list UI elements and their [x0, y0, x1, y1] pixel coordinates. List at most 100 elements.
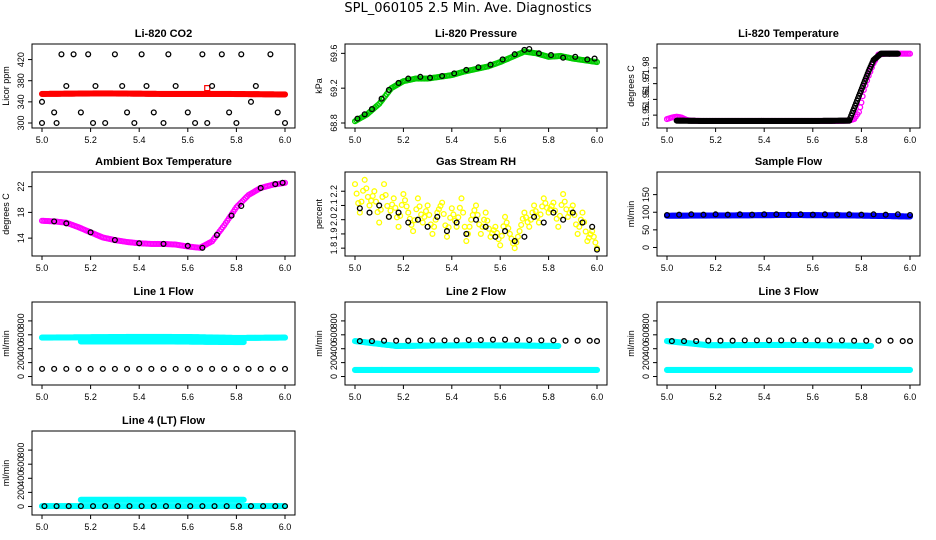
- y-tick-label: 800: [641, 313, 651, 328]
- data-point: [223, 503, 230, 510]
- data-point: [87, 365, 94, 372]
- series-line-2-flow: [351, 366, 601, 373]
- data-point: [826, 337, 833, 344]
- data-point: [453, 219, 460, 226]
- x-tick-label: 5.0: [349, 263, 362, 273]
- y-tick-label: 400: [16, 341, 26, 356]
- x-tick-label: 5.8: [230, 522, 243, 532]
- y-tick-label: 0: [16, 504, 26, 509]
- data-point: [868, 342, 875, 349]
- data-point: [247, 503, 255, 510]
- y-tick-label: 1.8: [329, 242, 339, 255]
- y-tick-label: 51.98: [641, 57, 651, 80]
- data-point: [102, 119, 109, 127]
- data-point: [150, 503, 157, 510]
- data-point: [405, 337, 412, 344]
- data-point: [160, 365, 167, 372]
- data-point: [148, 365, 155, 372]
- data-point: [538, 337, 545, 344]
- data-point: [238, 202, 245, 210]
- series-diagnostic: [41, 503, 289, 510]
- series-line-3-flow: [663, 366, 914, 373]
- data-point: [281, 179, 289, 186]
- series-diagnostic: [356, 336, 601, 345]
- data-point: [511, 51, 518, 58]
- data-point: [247, 98, 255, 105]
- data-point: [518, 221, 525, 228]
- x-tick-label: 5.6: [182, 135, 195, 145]
- data-point: [414, 195, 421, 202]
- data-point: [368, 106, 375, 113]
- x-tick-label: 5.6: [807, 135, 820, 145]
- data-point: [535, 219, 542, 226]
- y-tick-label: 51.95: [641, 104, 651, 127]
- chart-title: Line 4 (LT) Flow: [122, 415, 205, 427]
- x-tick-label: 5.2: [84, 392, 97, 402]
- data-point: [511, 245, 518, 252]
- data-point: [354, 115, 361, 122]
- data-point: [426, 74, 434, 81]
- x-tick-label: 5.6: [182, 522, 195, 532]
- chart-title: Ambient Box Temperature: [95, 156, 232, 168]
- data-point: [51, 365, 58, 372]
- data-point: [506, 230, 513, 237]
- data-point: [102, 503, 109, 510]
- x-tick-label: 5.2: [84, 263, 97, 273]
- data-point: [729, 337, 736, 344]
- x-tick-label: 5.6: [807, 392, 820, 402]
- data-point: [119, 82, 126, 90]
- data-point: [431, 223, 438, 230]
- data-point: [572, 53, 579, 60]
- x-tick-label: 5.0: [36, 522, 49, 532]
- data-point: [569, 209, 576, 216]
- data-point: [199, 51, 206, 58]
- data-point: [593, 338, 601, 345]
- data-point: [785, 211, 792, 218]
- x-tick-label: 5.0: [36, 392, 49, 402]
- chart-panel-line4: Line 4 (LT) Flow 5.0 5.2 5.4 5.6 5.8 6.0 0 20040…: [1, 415, 296, 532]
- y-axis-label: degrees C: [1, 193, 11, 235]
- data-point: [192, 119, 199, 127]
- x-tick-label: 5.4: [133, 392, 146, 402]
- data-point: [366, 202, 373, 209]
- data-point: [51, 218, 58, 225]
- data-point: [281, 334, 289, 341]
- data-point: [434, 213, 441, 220]
- series-ambient-box-temperature: [38, 179, 289, 251]
- data-point: [38, 365, 46, 372]
- plot-frame: [656, 301, 921, 386]
- x-tick-label: 5.4: [133, 522, 146, 532]
- data-point: [355, 200, 362, 207]
- data-point: [579, 209, 586, 216]
- data-point: [589, 223, 596, 230]
- data-point: [38, 98, 46, 105]
- data-point: [519, 215, 526, 222]
- y-tick-label: 2.1: [329, 199, 339, 212]
- data-point: [361, 111, 368, 118]
- data-point: [477, 336, 484, 344]
- series-li-820-co2: [38, 90, 289, 98]
- data-point: [591, 55, 598, 62]
- data-point: [712, 211, 719, 218]
- y-tick-label: 1.9: [329, 228, 339, 241]
- y-axis-label: kPa: [314, 78, 324, 94]
- y-tick-label: 200: [641, 355, 651, 370]
- y-axis-label: percent: [314, 198, 324, 229]
- x-tick-label: 6.0: [904, 263, 917, 273]
- y-tick-label: 400: [641, 341, 651, 356]
- data-point: [385, 86, 392, 93]
- data-point: [138, 503, 145, 510]
- x-tick-label: 5.0: [36, 135, 49, 145]
- chart-title: Li-820 Pressure: [435, 28, 517, 40]
- data-point: [458, 195, 465, 202]
- data-point: [380, 181, 388, 188]
- y-tick-label: 600: [16, 327, 26, 342]
- data-point: [717, 337, 724, 344]
- x-tick-label: 6.0: [904, 135, 917, 145]
- data-point: [870, 211, 877, 218]
- data-point: [443, 228, 451, 235]
- data-point: [550, 337, 557, 344]
- data-point: [387, 207, 394, 214]
- data-point: [894, 211, 901, 218]
- data-point: [274, 109, 281, 116]
